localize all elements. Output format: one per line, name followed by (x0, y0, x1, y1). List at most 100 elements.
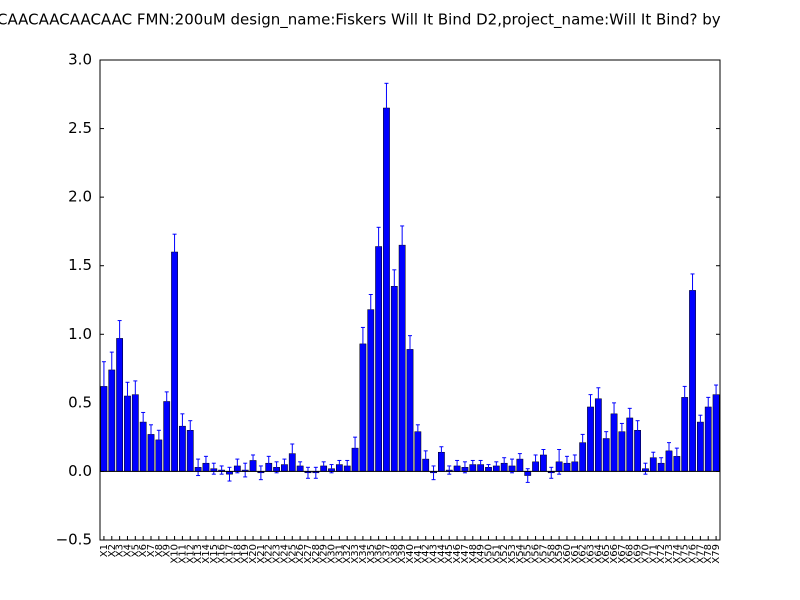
x-tick-label: X79 (711, 544, 722, 564)
x-tick-label: X30 (327, 544, 338, 564)
x-tick-label: X48 (468, 544, 479, 564)
x-tick-label: X4 (122, 544, 133, 557)
bar (390, 286, 398, 472)
x-tick-label: X53 (507, 544, 518, 564)
x-tick-label: X55 (523, 544, 534, 564)
x-tick-label: X10 (170, 544, 181, 564)
x-tick-label: X2 (107, 544, 118, 557)
x-tick-label: X74 (672, 544, 683, 564)
chart-title: CAACAACAACAAC FMN:200uM design_name:Fisk… (0, 11, 721, 30)
x-tick-label: X36 (374, 544, 385, 564)
y-tick-label: 2.5 (68, 119, 92, 137)
x-tick-label: X67 (617, 544, 628, 564)
bar (367, 309, 375, 472)
y-tick-label: 1.0 (68, 325, 92, 343)
bar (398, 244, 406, 472)
x-tick-label: X76 (688, 544, 699, 564)
x-tick-label: X75 (680, 544, 691, 564)
x-tick-label: X78 (703, 544, 714, 564)
x-tick-label: X64 (593, 544, 604, 564)
bar (712, 394, 720, 472)
y-tick-label: −0.5 (56, 531, 92, 549)
bar (406, 349, 414, 472)
x-tick-label: X14 (201, 544, 212, 564)
x-tick-label: X39 (397, 544, 408, 564)
y-tick-label: 2.0 (68, 188, 92, 206)
x-tick-label: X68 (625, 544, 636, 564)
x-tick-label: X13 (193, 544, 204, 564)
x-tick-label: X34 (358, 544, 369, 564)
x-tick-label: X77 (695, 544, 706, 564)
x-tick-label: X62 (578, 544, 589, 564)
x-tick-label: X72 (656, 544, 667, 564)
bar (689, 290, 696, 472)
bar (359, 343, 367, 472)
x-tick-label: X32 (342, 544, 353, 564)
x-tick-label: X11 (177, 544, 188, 564)
y-tick-label: 1.5 (68, 256, 92, 274)
x-tick-label: X7 (146, 544, 157, 557)
x-tick-label: X6 (138, 544, 149, 557)
x-tick-label: X17 (224, 544, 235, 564)
x-tick-label: X28 (311, 544, 322, 564)
x-tick-label: X44 (436, 544, 447, 564)
bar (163, 401, 171, 472)
x-tick-label: X59 (554, 544, 565, 564)
x-tick-label: X73 (664, 544, 675, 564)
x-tick-label: X49 (476, 544, 487, 564)
x-tick-label: X41 (413, 544, 424, 564)
x-tick-label: X21 (256, 544, 267, 564)
bar (375, 246, 382, 472)
x-tick-label: X18 (232, 544, 243, 564)
plot-frame (99, 59, 721, 541)
x-tick-label: X3 (115, 544, 126, 557)
x-tick-label: X24 (279, 544, 290, 564)
x-tick-label: X60 (562, 544, 573, 564)
x-tick-label: X1 (99, 544, 110, 557)
x-tick-label: X16 (217, 544, 228, 564)
x-tick-label: X52 (499, 544, 510, 564)
x-tick-label: X22 (264, 544, 275, 564)
x-tick-label: X51 (491, 544, 502, 564)
x-tick-label: X9 (162, 544, 173, 557)
bar (116, 338, 124, 472)
x-tick-label: X29 (319, 544, 330, 564)
x-tick-label: X46 (452, 544, 463, 564)
x-tick-label: X23 (272, 544, 283, 564)
y-tick-label: 0.5 (68, 393, 92, 411)
x-tick-label: X40 (405, 544, 416, 564)
y-tick-label: 3.0 (68, 51, 92, 69)
x-tick-label: X37 (381, 544, 392, 564)
x-tick-label: X45 (444, 544, 455, 564)
x-tick-label: X8 (154, 544, 165, 557)
bar (171, 251, 178, 472)
x-tick-label: X71 (648, 544, 659, 564)
x-tick-label: X20 (248, 544, 259, 564)
x-tick-label: X61 (570, 544, 581, 564)
x-tick-label: X27 (303, 544, 314, 564)
x-tick-label: X50 (483, 544, 494, 564)
x-tick-label: X58 (546, 544, 557, 564)
x-tick-label: X25 (287, 544, 298, 564)
x-tick-label: X63 (586, 544, 597, 564)
x-tick-label: X42 (421, 544, 432, 564)
x-tick-label: X12 (185, 544, 196, 564)
x-tick-label: X57 (538, 544, 549, 564)
x-tick-label: X54 (515, 544, 526, 564)
x-tick-label: X38 (389, 544, 400, 564)
bar (383, 107, 390, 472)
x-tick-label: X31 (334, 544, 345, 564)
x-tick-label: X66 (609, 544, 620, 564)
x-tick-label: X65 (601, 544, 612, 564)
x-tick-label: X35 (366, 544, 377, 564)
x-tick-label: X70 (640, 544, 651, 564)
x-tick-label: X26 (295, 544, 306, 564)
x-tick-label: X56 (531, 544, 542, 564)
x-tick-label: X5 (130, 544, 141, 557)
x-tick-label: X15 (209, 544, 220, 564)
y-tick-label: 0.0 (68, 462, 92, 480)
x-tick-label: X47 (460, 544, 471, 564)
bar (696, 421, 704, 472)
x-tick-label: X43 (429, 544, 440, 564)
